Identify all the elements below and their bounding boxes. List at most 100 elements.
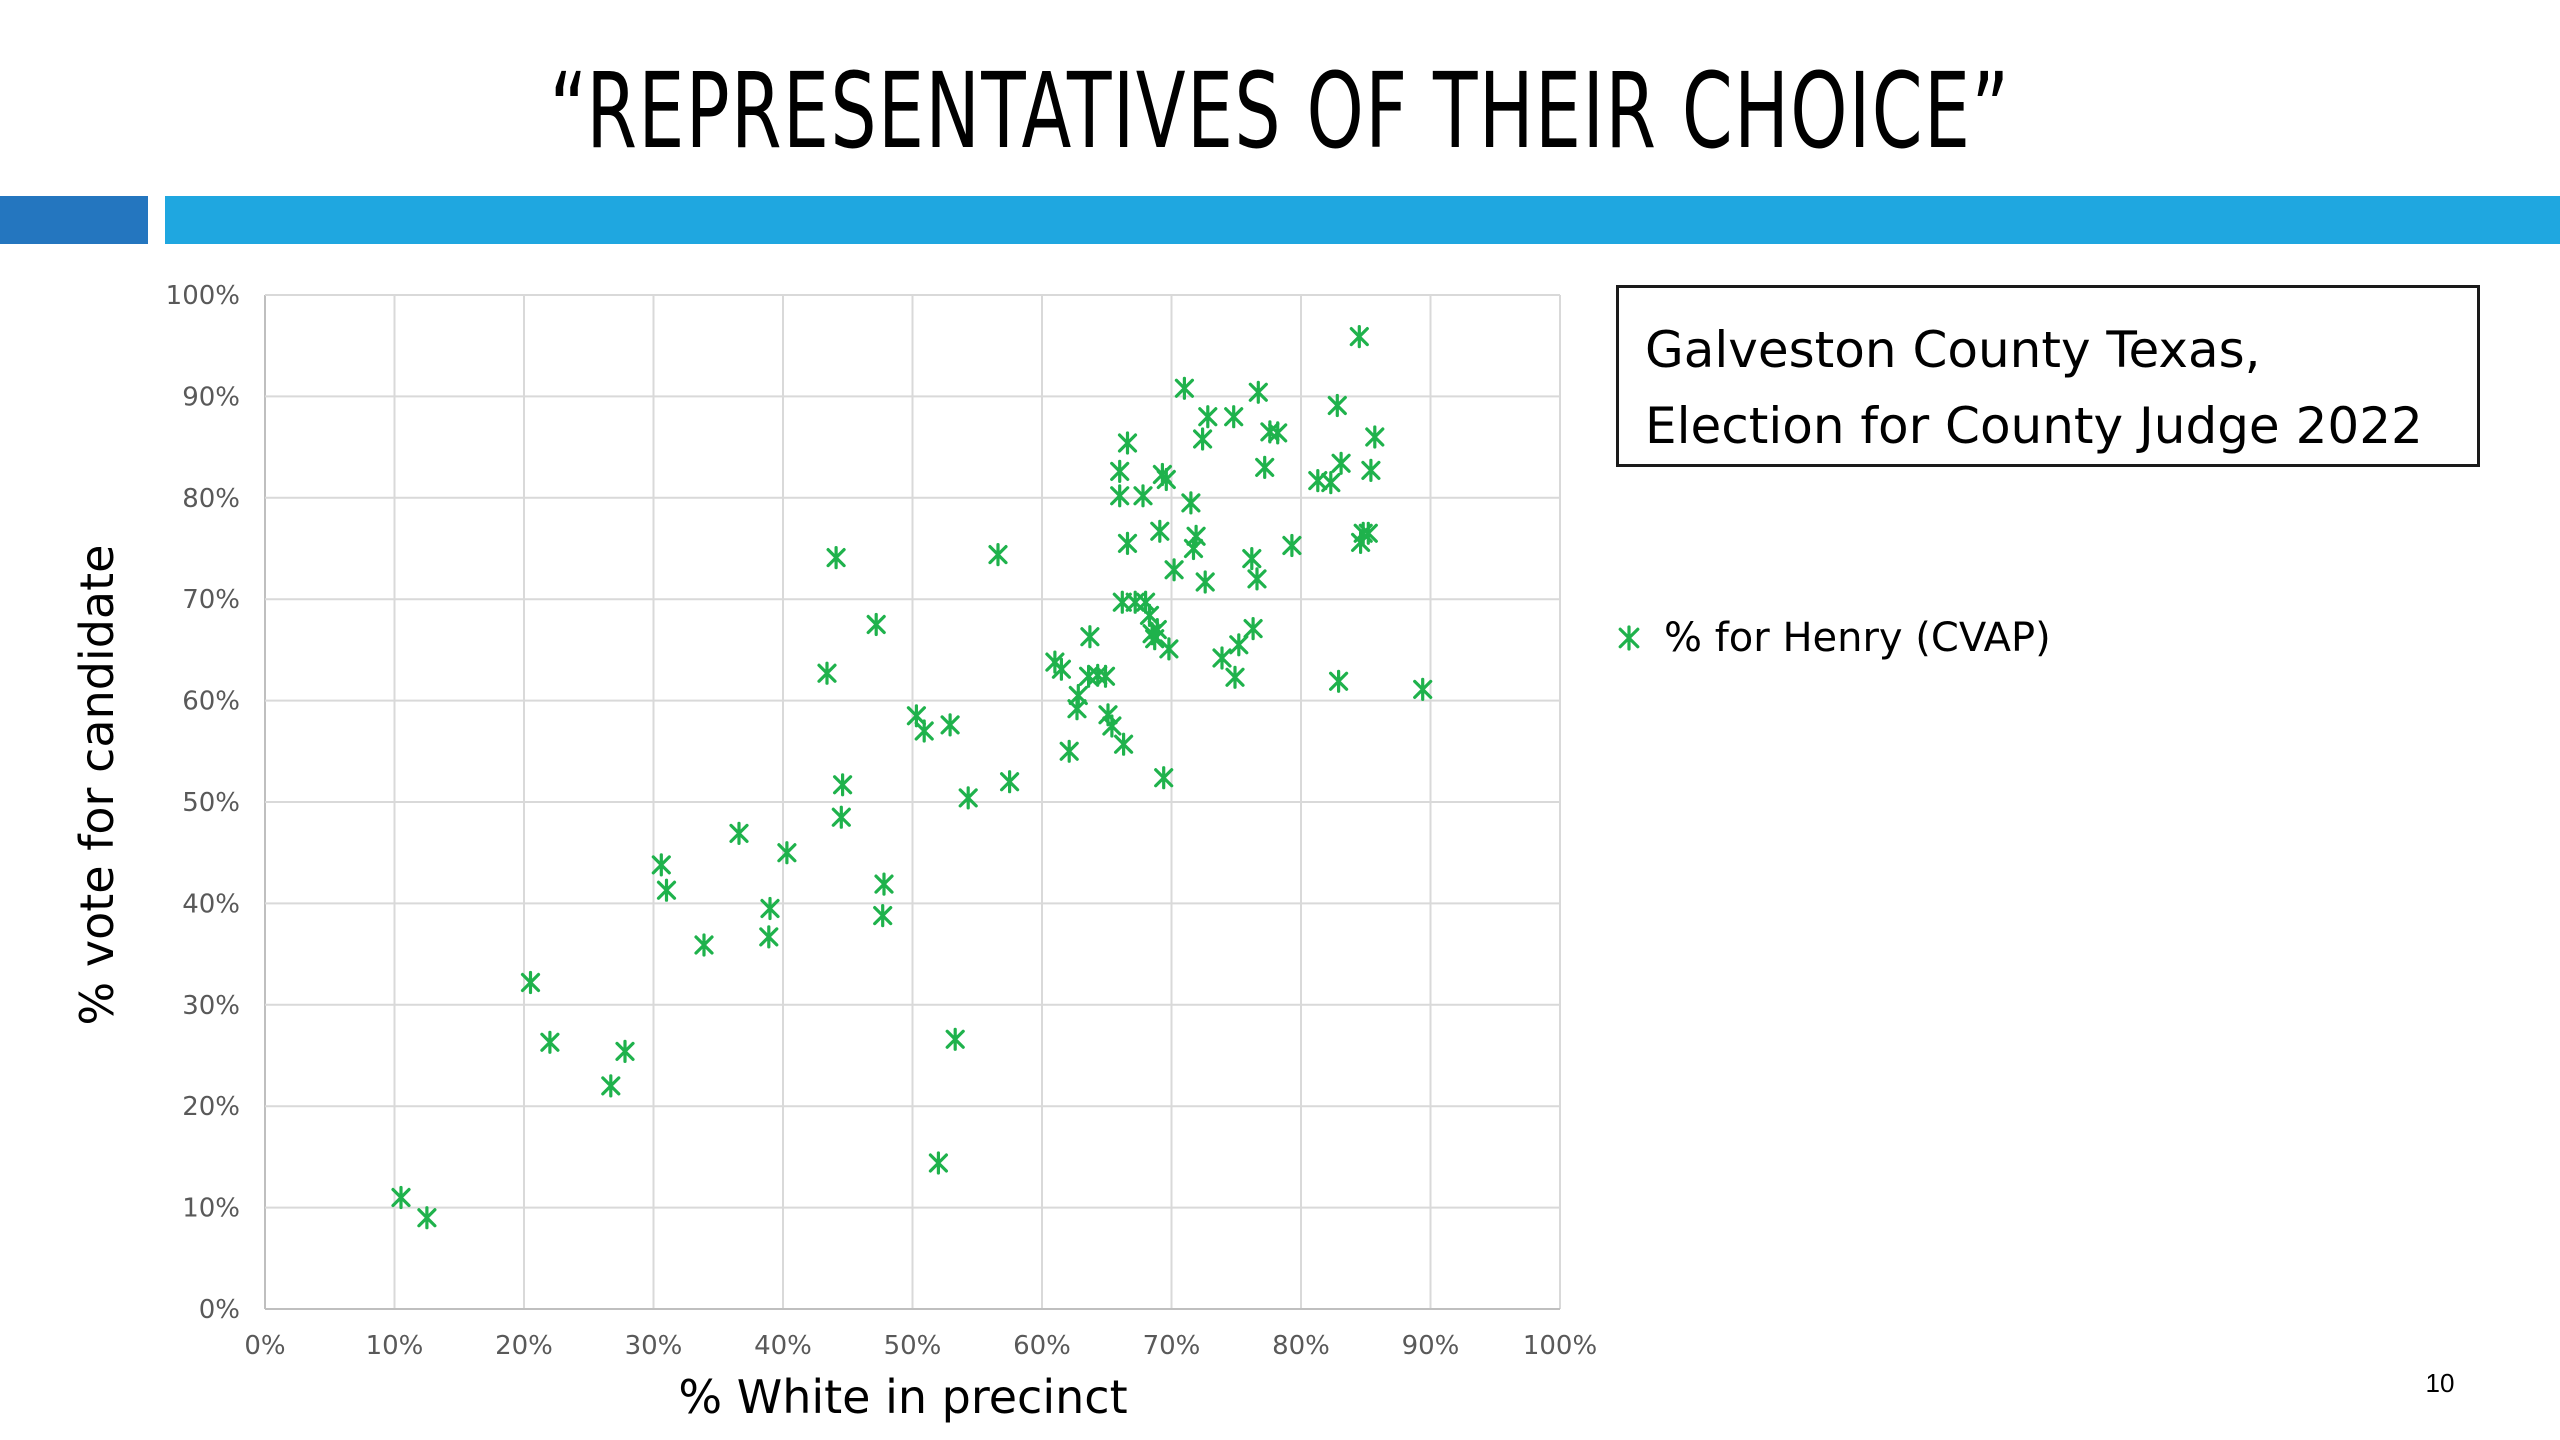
data-point xyxy=(1268,421,1288,445)
data-point xyxy=(1198,405,1218,429)
legend-label: % for Henry (CVAP) xyxy=(1664,615,2051,661)
data-point xyxy=(914,719,934,743)
x-tick-label: 10% xyxy=(366,1331,424,1361)
data-point xyxy=(540,1030,560,1054)
data-point xyxy=(1225,665,1245,689)
slide-title: “REPRESENTATIVES OF THEIR CHOICE” xyxy=(549,50,2011,172)
data-point xyxy=(1150,519,1170,543)
data-point xyxy=(1413,677,1433,702)
data-point xyxy=(988,542,1008,567)
data-point xyxy=(866,612,886,637)
data-point xyxy=(1051,657,1072,681)
scatter-chart: 0% 10% 20% 30% 40% 50% 60% 70% 80% 90% 100% 0% 10% 2… xyxy=(70,281,1597,1424)
data-point xyxy=(1361,458,1381,482)
data-point xyxy=(1174,376,1195,400)
data-point xyxy=(656,878,677,902)
data-point xyxy=(1328,669,1349,693)
data-point xyxy=(1113,732,1134,756)
data-point xyxy=(1147,617,1167,642)
data-point xyxy=(1135,590,1156,614)
data-point xyxy=(1247,567,1267,591)
data-point xyxy=(1117,531,1138,556)
accent-bar-right xyxy=(165,196,2560,244)
data-point xyxy=(874,872,894,896)
data-point xyxy=(940,713,960,737)
x-tick-label: 0% xyxy=(244,1331,285,1361)
data-point xyxy=(1102,714,1122,738)
data-point xyxy=(1192,427,1213,451)
data-point xyxy=(1365,425,1385,449)
data-point xyxy=(1321,471,1341,495)
data-point xyxy=(1117,431,1138,455)
y-tick-label: 0% xyxy=(199,1295,240,1325)
data-point xyxy=(1156,467,1176,492)
x-tick-label: 90% xyxy=(1402,1331,1460,1361)
grid-lines xyxy=(264,294,1561,1310)
data-point xyxy=(999,770,1020,794)
data-point xyxy=(1248,380,1268,404)
data-point xyxy=(1154,766,1174,790)
chart-legend: % for Henry (CVAP) xyxy=(1612,610,2051,666)
y-tick-label: 50% xyxy=(182,788,240,818)
data-points xyxy=(391,325,1433,1230)
data-point xyxy=(1059,739,1079,763)
y-axis-title: % vote for candidate xyxy=(70,545,124,1026)
data-point xyxy=(1159,637,1179,661)
data-point xyxy=(1282,533,1302,558)
data-point xyxy=(760,896,780,921)
data-point xyxy=(1224,405,1244,429)
data-point xyxy=(1080,625,1100,649)
x-axis-title: % White in precinct xyxy=(678,1370,1127,1424)
data-point xyxy=(391,1185,411,1210)
y-tick-label: 70% xyxy=(182,585,240,615)
data-point xyxy=(759,925,779,949)
data-point xyxy=(1331,451,1351,475)
info-box-line-2: Election for County Judge 2022 xyxy=(1645,397,2423,455)
data-point xyxy=(1181,491,1201,515)
data-point xyxy=(777,841,797,865)
data-point xyxy=(832,773,853,797)
y-tick-label: 100% xyxy=(166,281,240,311)
data-point xyxy=(601,1074,621,1098)
y-tick-label: 90% xyxy=(182,382,240,412)
data-point xyxy=(1133,484,1153,508)
legend-marker-asterisk-icon xyxy=(1618,625,1640,651)
data-point xyxy=(1068,683,1088,708)
data-point xyxy=(1358,521,1378,545)
data-point xyxy=(694,933,714,957)
x-tick-label: 100% xyxy=(1523,1331,1597,1361)
data-point xyxy=(1229,633,1249,657)
chart-info-box: Galveston County Texas, Election for Cou… xyxy=(1616,285,2480,467)
data-point xyxy=(1095,664,1116,688)
y-tick-labels: 0% 10% 20% 30% 40% 50% 60% 70% 80% 90% 100% xyxy=(166,281,240,1325)
y-tick-label: 30% xyxy=(182,991,240,1021)
data-point xyxy=(1243,616,1263,641)
data-point xyxy=(520,970,541,995)
x-tick-label: 80% xyxy=(1272,1331,1330,1361)
data-point xyxy=(1327,393,1347,418)
data-point xyxy=(417,1206,437,1230)
x-tick-label: 20% xyxy=(495,1331,553,1361)
slide-number: 10 xyxy=(2425,1368,2455,1398)
data-point xyxy=(615,1039,635,1064)
data-point xyxy=(817,661,837,685)
x-tick-label: 50% xyxy=(884,1331,942,1361)
data-point xyxy=(945,1027,965,1051)
y-tick-label: 60% xyxy=(182,687,240,717)
data-point xyxy=(1195,570,1215,594)
x-tick-label: 40% xyxy=(754,1331,812,1361)
data-point xyxy=(1110,484,1130,508)
data-point xyxy=(873,903,893,928)
data-point xyxy=(729,821,749,846)
y-tick-label: 20% xyxy=(182,1092,240,1122)
data-point xyxy=(831,805,851,829)
data-point xyxy=(958,786,978,810)
x-tick-label: 70% xyxy=(1143,1331,1201,1361)
data-point xyxy=(1242,546,1262,571)
data-point xyxy=(651,853,671,877)
x-tick-label: 30% xyxy=(625,1331,683,1361)
data-point xyxy=(826,545,846,570)
y-tick-label: 10% xyxy=(182,1194,240,1224)
data-point xyxy=(1212,646,1232,670)
y-tick-label: 80% xyxy=(182,484,240,514)
